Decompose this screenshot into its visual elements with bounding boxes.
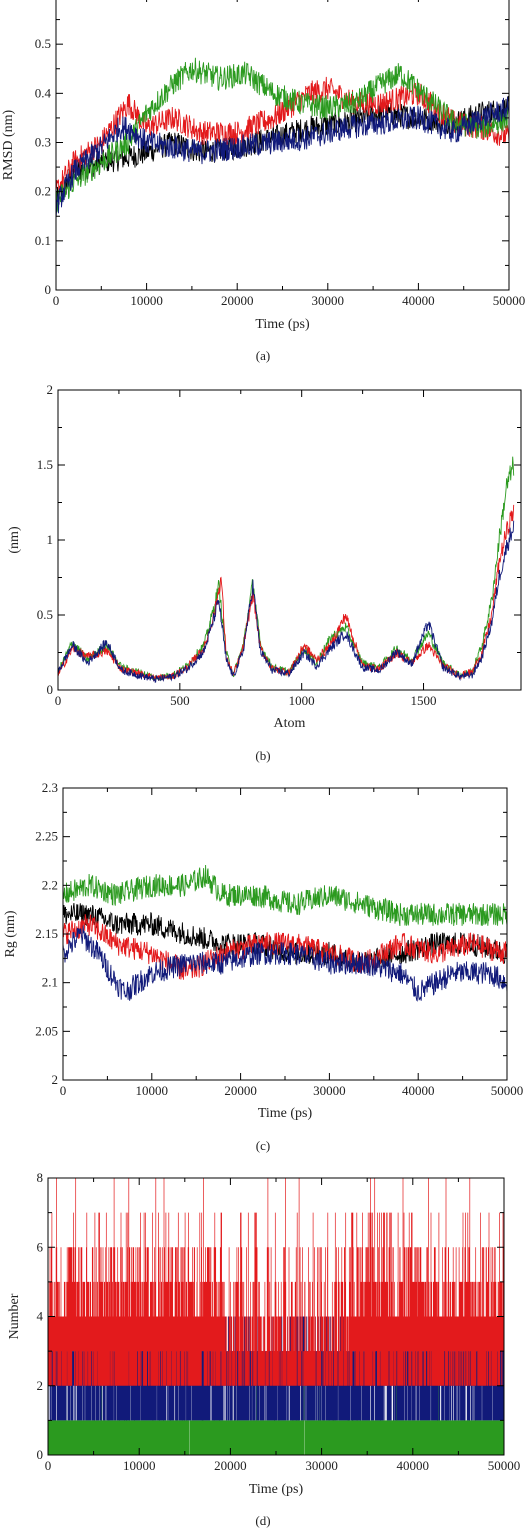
x-axis-label: Time (ps) <box>249 1482 304 1497</box>
y-tick-label: 2.3 <box>42 780 58 795</box>
y-tick-label: 2.2 <box>42 877 58 892</box>
x-tick-label: 20000 <box>221 293 254 308</box>
x-axis-label: Time (ps) <box>255 317 310 332</box>
x-tick-label: 1000 <box>289 693 315 708</box>
x-tick-label: 20000 <box>224 1083 257 1098</box>
y-tick-label: 0.5 <box>35 36 51 51</box>
y-axis-label: Rg (nm) <box>3 910 18 957</box>
x-axis-label: Time (ps) <box>258 1106 313 1121</box>
series-red-line <box>63 914 507 980</box>
x-tick-label: 50000 <box>488 1458 521 1473</box>
x-tick-label: 40000 <box>397 1458 430 1473</box>
panel-label: (b) <box>255 748 270 763</box>
y-axis-label: RMSD (nm) <box>1 109 16 180</box>
x-tick-label: 0 <box>53 293 60 308</box>
y-tick-label: 0.2 <box>35 184 51 199</box>
plot-area <box>48 1178 504 1455</box>
y-tick-label: 8 <box>37 1170 44 1185</box>
y-tick-label: 2.25 <box>35 829 58 844</box>
chart-panel-a: 0 10000 20000 30000 40000 50000 0 0.1 0.2 0.3 0.4 0… <box>1 0 525 363</box>
y-tick-label: 2.1 <box>42 975 58 990</box>
series-blue-line <box>63 925 507 1002</box>
y-tick-label: 2 <box>52 1072 59 1087</box>
x-tick-label: 40000 <box>402 293 435 308</box>
y-tick-label: 0.5 <box>37 607 53 622</box>
y-tick-label: 2 <box>37 1378 44 1393</box>
y-tick-label: 0 <box>37 1447 44 1462</box>
x-tick-label: 30000 <box>312 293 345 308</box>
series-green-line <box>56 57 509 213</box>
x-tick-label: 10000 <box>130 293 163 308</box>
x-tick-label: 20000 <box>214 1458 247 1473</box>
x-tick-label: 30000 <box>313 1083 346 1098</box>
series-red-spikes <box>48 1178 504 1386</box>
y-axis-label: Number <box>7 1293 22 1339</box>
y-tick-label: 4 <box>37 1309 44 1324</box>
plot-area <box>63 864 507 1002</box>
x-tick-label: 50000 <box>493 293 526 308</box>
series-red-line <box>58 504 515 682</box>
series-green-line <box>63 864 507 927</box>
y-tick-label: 6 <box>37 1239 44 1254</box>
series-blue-line <box>56 96 509 219</box>
plot-area <box>56 57 509 219</box>
y-tick-label: 2.05 <box>35 1023 58 1038</box>
x-tick-label: 0 <box>55 693 62 708</box>
y-tick-label: 0.1 <box>35 233 51 248</box>
x-tick-label: 40000 <box>402 1083 435 1098</box>
plot-area <box>58 456 515 683</box>
y-tick-label: 0 <box>45 282 52 297</box>
x-tick-label: 0 <box>45 1458 52 1473</box>
y-tick-label: 2.15 <box>35 926 58 941</box>
panel-label: (d) <box>255 1513 270 1528</box>
chart-panel-d: 0 10000 20000 30000 40000 50000 0 2 4 6 8 Time (ps)… <box>7 1170 520 1528</box>
x-tick-label: 0 <box>60 1083 67 1098</box>
panel-label: (a) <box>256 348 270 363</box>
x-tick-label: 50000 <box>491 1083 524 1098</box>
chart-panel-c: 0 10000 20000 30000 40000 50000 2 2.05 2.1 2.15 2.… <box>3 780 523 1153</box>
x-tick-label: 30000 <box>305 1458 338 1473</box>
x-axis-label: Atom <box>274 716 306 731</box>
x-tick-label: 10000 <box>123 1458 156 1473</box>
chart-panel-b: 0 500 1000 1500 0 0.5 1 1.5 2 Atom (nm) (b) <box>7 382 522 763</box>
series-green-line <box>58 456 515 681</box>
series-blue-line <box>58 520 515 683</box>
y-axis-label: (nm) <box>7 526 22 554</box>
y-tick-label: 2 <box>47 382 54 397</box>
y-tick-label: 1 <box>47 532 54 547</box>
y-tick-label: 0.4 <box>35 85 52 100</box>
x-tick-label: 500 <box>170 693 190 708</box>
y-tick-label: 0.3 <box>35 135 51 150</box>
plot-frame <box>57 389 522 691</box>
x-tick-label: 1500 <box>411 693 437 708</box>
panel-label: (c) <box>256 1138 270 1153</box>
y-tick-label: 1.5 <box>37 457 53 472</box>
y-tick-label: 0 <box>47 682 54 697</box>
x-tick-label: 10000 <box>136 1083 169 1098</box>
